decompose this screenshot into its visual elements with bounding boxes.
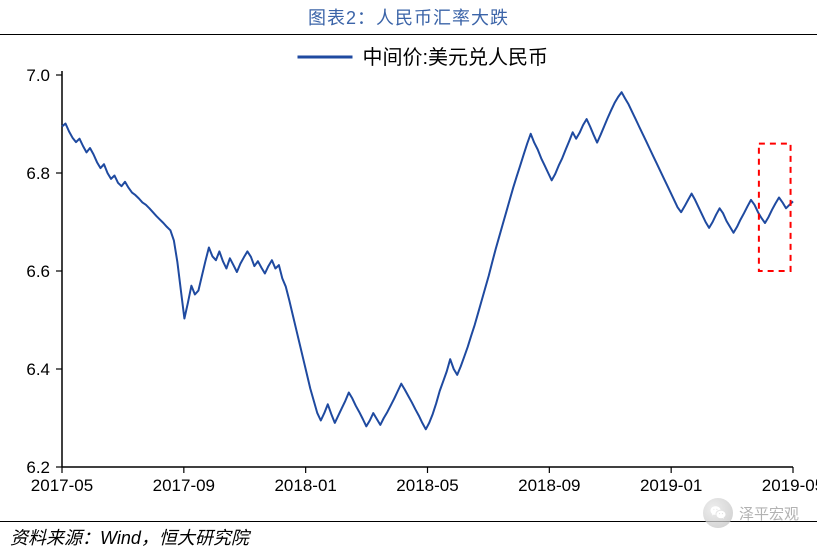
chart-title-text: 图表2：人民币汇率大跌 [308,8,509,28]
footer-rule [0,521,817,522]
y-tick-label: 7.0 [26,66,50,85]
x-tick-label: 2017-09 [153,476,215,495]
x-tick-label: 2018-09 [518,476,580,495]
source-text: 资料来源：Wind，恒大研究院 [10,528,249,548]
y-tick-label: 6.4 [26,360,50,379]
series-line [62,92,793,429]
x-tick-label: 2017-05 [31,476,93,495]
x-tick-label: 2019-01 [640,476,702,495]
chart-area: 6.2 6.4 6.6 6.8 7.0 2017-05 2017-09 2018-01 2018… [0,35,817,507]
y-tick-label: 6.2 [26,458,50,477]
wechat-icon [703,498,733,528]
chart-title: 图表2：人民币汇率大跌 [0,0,817,30]
watermark: 泽平宏观 [703,498,799,528]
source-footer: 资料来源：Wind，恒大研究院 [10,524,249,550]
y-tick-label: 6.8 [26,164,50,183]
x-tick-label: 2018-01 [274,476,336,495]
line-chart-svg: 6.2 6.4 6.6 6.8 7.0 2017-05 2017-09 2018-01 2018… [0,35,817,507]
x-tick-label: 2019-05 [762,476,817,495]
x-tick-label: 2018-05 [396,476,458,495]
watermark-text: 泽平宏观 [739,503,799,524]
y-tick-label: 6.6 [26,262,50,281]
legend-label: 中间价:美元兑人民币 [363,46,549,69]
